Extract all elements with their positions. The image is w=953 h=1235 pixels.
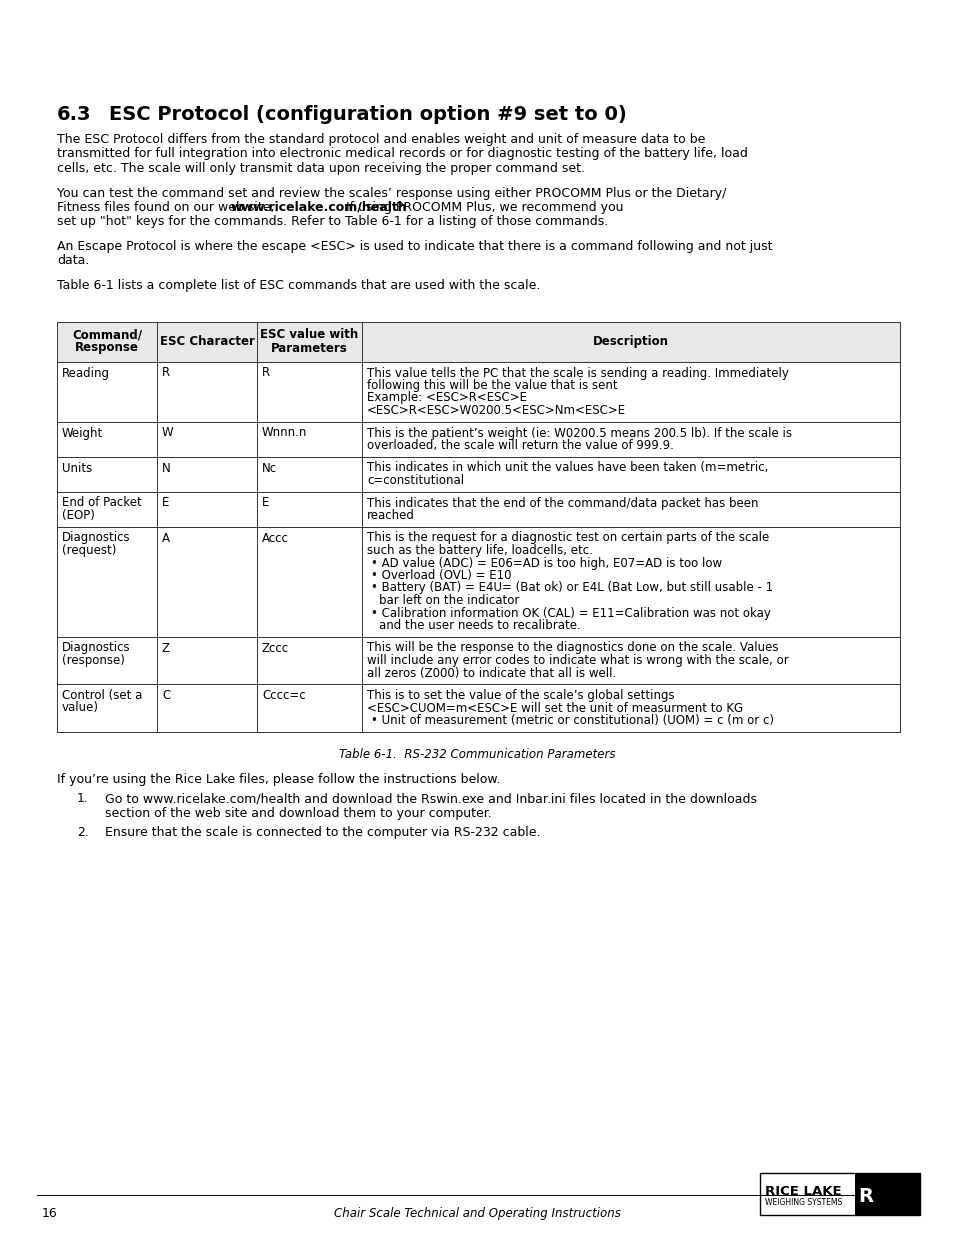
Text: R: R bbox=[262, 367, 270, 379]
Text: E: E bbox=[162, 496, 170, 510]
Text: reached: reached bbox=[367, 509, 415, 522]
Text: A: A bbox=[162, 531, 170, 545]
Text: This is to set the value of the scale’s global settings: This is to set the value of the scale’s … bbox=[367, 689, 674, 701]
Text: • Unit of measurement (metric or constitutional) (UOM) = c (m or c): • Unit of measurement (metric or constit… bbox=[371, 714, 773, 727]
Text: following this will be the value that is sent: following this will be the value that is… bbox=[367, 379, 617, 391]
Text: This is the patient’s weight (ie: W0200.5 means 200.5 lb). If the scale is: This is the patient’s weight (ie: W0200.… bbox=[367, 426, 791, 440]
Text: R: R bbox=[857, 1187, 872, 1207]
Text: <ESC>CUOM=m<ESC>E will set the unit of measurment to KG: <ESC>CUOM=m<ESC>E will set the unit of m… bbox=[367, 701, 742, 715]
Text: Chair Scale Technical and Operating Instructions: Chair Scale Technical and Operating Inst… bbox=[334, 1207, 619, 1220]
Text: value): value) bbox=[62, 701, 99, 715]
Text: set up "hot" keys for the commands. Refer to Table 6-1 for a listing of those co: set up "hot" keys for the commands. Refe… bbox=[57, 215, 608, 228]
Text: (response): (response) bbox=[62, 655, 125, 667]
Text: R: R bbox=[162, 367, 170, 379]
Text: all zeros (Z000) to indicate that all is well.: all zeros (Z000) to indicate that all is… bbox=[367, 667, 616, 679]
Text: transmitted for full integration into electronic medical records or for diagnost: transmitted for full integration into el… bbox=[57, 147, 747, 161]
Text: Fitness files found on our web site,: Fitness files found on our web site, bbox=[57, 201, 278, 214]
Text: Response: Response bbox=[75, 342, 139, 354]
Text: <ESC>R<ESC>W0200.5<ESC>Nm<ESC>E: <ESC>R<ESC>W0200.5<ESC>Nm<ESC>E bbox=[367, 404, 625, 417]
Bar bbox=[57, 526, 899, 636]
Text: Ensure that the scale is connected to the computer via RS-232 cable.: Ensure that the scale is connected to th… bbox=[105, 826, 540, 839]
Text: bar left on the indicator: bar left on the indicator bbox=[378, 594, 518, 606]
Text: Command/: Command/ bbox=[71, 329, 142, 342]
Text: ESC Protocol (configuration option #9 set to 0): ESC Protocol (configuration option #9 se… bbox=[109, 105, 626, 124]
Text: This indicates that the end of the command/data packet has been: This indicates that the end of the comma… bbox=[367, 496, 758, 510]
Bar bbox=[57, 421, 899, 457]
Text: C: C bbox=[162, 689, 170, 701]
Text: N: N bbox=[162, 462, 171, 474]
Bar bbox=[57, 636, 899, 684]
Text: and the user needs to recalibrate.: and the user needs to recalibrate. bbox=[378, 619, 580, 632]
Text: This indicates in which unit the values have been taken (m=metric,: This indicates in which unit the values … bbox=[367, 462, 767, 474]
Bar bbox=[854, 1173, 919, 1215]
Text: section of the web site and download them to your computer.: section of the web site and download the… bbox=[105, 806, 491, 820]
Text: Zccc: Zccc bbox=[262, 641, 289, 655]
Text: Go to www.ricelake.com/health and download the Rswin.exe and Inbar.ini files loc: Go to www.ricelake.com/health and downlo… bbox=[105, 792, 757, 805]
Text: www.ricelake.com/health: www.ricelake.com/health bbox=[230, 201, 406, 214]
Text: • Calibration information OK (CAL) = E11=Calibration was not okay: • Calibration information OK (CAL) = E11… bbox=[371, 606, 770, 620]
Text: Table 6-1 lists a complete list of ESC commands that are used with the scale.: Table 6-1 lists a complete list of ESC c… bbox=[57, 279, 539, 291]
Text: Table 6-1.  RS-232 Communication Parameters: Table 6-1. RS-232 Communication Paramete… bbox=[338, 747, 615, 761]
Text: Z: Z bbox=[162, 641, 170, 655]
Text: 1.: 1. bbox=[77, 792, 89, 805]
Text: Description: Description bbox=[593, 335, 668, 348]
Text: cells, etc. The scale will only transmit data upon receiving the proper command : cells, etc. The scale will only transmit… bbox=[57, 162, 584, 175]
Text: Control (set a: Control (set a bbox=[62, 689, 142, 701]
Text: 16: 16 bbox=[42, 1207, 58, 1220]
Text: ESC Character: ESC Character bbox=[159, 335, 254, 348]
Text: . If using PROCOMM Plus, we recommend you: . If using PROCOMM Plus, we recommend yo… bbox=[337, 201, 622, 214]
Bar bbox=[57, 362, 899, 421]
Text: Nc: Nc bbox=[262, 462, 276, 474]
Text: An Escape Protocol is where the escape <ESC> is used to indicate that there is a: An Escape Protocol is where the escape <… bbox=[57, 240, 772, 253]
Text: 6.3: 6.3 bbox=[57, 105, 91, 124]
Text: WEIGHING SYSTEMS: WEIGHING SYSTEMS bbox=[764, 1198, 841, 1207]
Text: Diagnostics: Diagnostics bbox=[62, 531, 131, 545]
Text: This will be the response to the diagnostics done on the scale. Values: This will be the response to the diagnos… bbox=[367, 641, 778, 655]
Bar bbox=[760, 1173, 919, 1215]
Text: The ESC Protocol differs from the standard protocol and enables weight and unit : The ESC Protocol differs from the standa… bbox=[57, 133, 704, 146]
Text: If you’re using the Rice Lake files, please follow the instructions below.: If you’re using the Rice Lake files, ple… bbox=[57, 773, 500, 787]
Text: data.: data. bbox=[57, 254, 90, 268]
Text: overloaded, the scale will return the value of 999.9.: overloaded, the scale will return the va… bbox=[367, 438, 673, 452]
Bar bbox=[57, 684, 899, 731]
Text: ESC value with: ESC value with bbox=[260, 329, 358, 342]
Text: W: W bbox=[162, 426, 173, 440]
Bar bbox=[57, 321, 899, 362]
Text: Cccc=c: Cccc=c bbox=[262, 689, 305, 701]
Bar bbox=[57, 492, 899, 526]
Text: will include any error codes to indicate what is wrong with the scale, or: will include any error codes to indicate… bbox=[367, 655, 788, 667]
Text: 2.: 2. bbox=[77, 826, 89, 839]
Text: RICE LAKE: RICE LAKE bbox=[764, 1186, 841, 1198]
Text: E: E bbox=[262, 496, 269, 510]
Text: Units: Units bbox=[62, 462, 92, 474]
Bar bbox=[57, 457, 899, 492]
Text: (EOP): (EOP) bbox=[62, 509, 94, 522]
Text: You can test the command set and review the scales’ response using either PROCOM: You can test the command set and review … bbox=[57, 186, 725, 200]
Text: Parameters: Parameters bbox=[271, 342, 348, 354]
Text: c=constitutional: c=constitutional bbox=[367, 474, 464, 487]
Text: Diagnostics: Diagnostics bbox=[62, 641, 131, 655]
Text: Wnnn.n: Wnnn.n bbox=[262, 426, 307, 440]
Text: • Battery (BAT) = E4U= (Bat ok) or E4L (Bat Low, but still usable - 1: • Battery (BAT) = E4U= (Bat ok) or E4L (… bbox=[371, 582, 772, 594]
Text: • Overload (OVL) = E10: • Overload (OVL) = E10 bbox=[371, 569, 511, 582]
Text: (request): (request) bbox=[62, 543, 116, 557]
Text: Example: <ESC>R<ESC>E: Example: <ESC>R<ESC>E bbox=[367, 391, 526, 405]
Text: End of Packet: End of Packet bbox=[62, 496, 142, 510]
Text: • AD value (ADC) = E06=AD is too high, E07=AD is too low: • AD value (ADC) = E06=AD is too high, E… bbox=[371, 557, 721, 569]
Text: Weight: Weight bbox=[62, 426, 103, 440]
Text: Accc: Accc bbox=[262, 531, 289, 545]
Text: This value tells the PC that the scale is sending a reading. Immediately: This value tells the PC that the scale i… bbox=[367, 367, 788, 379]
Text: Reading: Reading bbox=[62, 367, 110, 379]
Text: such as the battery life, loadcells, etc.: such as the battery life, loadcells, etc… bbox=[367, 543, 592, 557]
Text: This is the request for a diagnostic test on certain parts of the scale: This is the request for a diagnostic tes… bbox=[367, 531, 768, 545]
